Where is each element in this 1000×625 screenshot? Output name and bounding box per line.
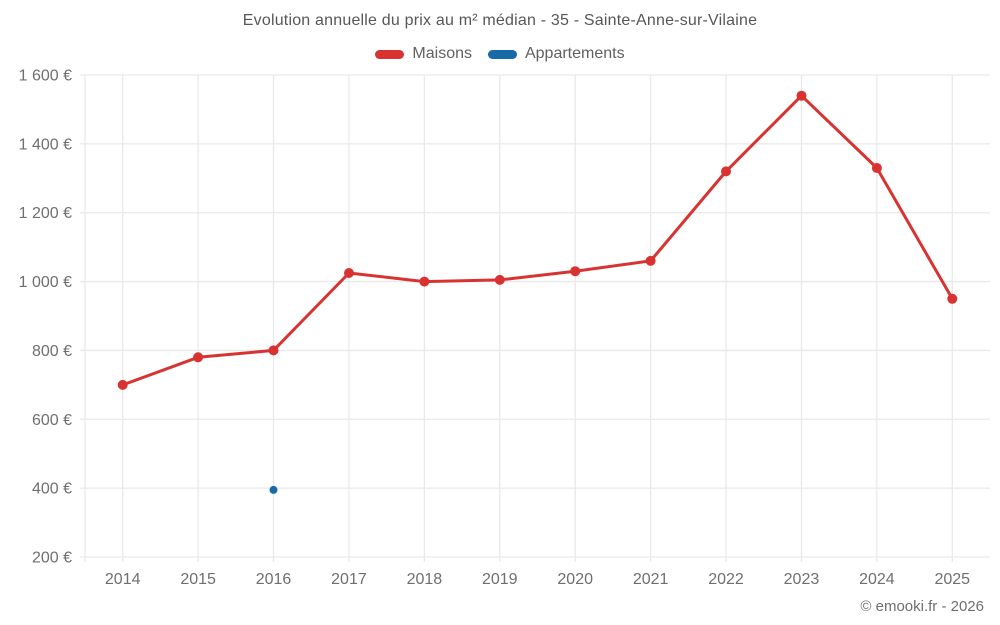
- legend-label-maisons: Maisons: [412, 45, 472, 62]
- data-point-maisons[interactable]: [796, 90, 807, 101]
- x-axis-tick-label: 2023: [784, 571, 820, 588]
- chart-title: Evolution annuelle du prix au m² médian …: [242, 12, 758, 29]
- x-axis-tick-label: 2021: [633, 571, 669, 588]
- x-axis-tick-label: 2024: [859, 571, 895, 588]
- y-axis-tick-label: 1 400 €: [19, 136, 72, 153]
- data-point-maisons[interactable]: [419, 276, 430, 287]
- x-axis-tick-label: 2019: [482, 571, 518, 588]
- series-line-maisons: [121, 94, 954, 387]
- legend: Maisons Appartements: [0, 45, 1000, 63]
- data-point-maisons[interactable]: [645, 255, 656, 266]
- y-axis-tick-label: 1 000 €: [19, 274, 72, 291]
- legend-item-maisons[interactable]: Maisons: [375, 45, 472, 63]
- y-axis-tick-label: 600 €: [32, 412, 72, 429]
- x-axis-tick-label: 2017: [331, 571, 367, 588]
- y-axis-tick-label: 200 €: [32, 550, 72, 567]
- x-axis-tick-label: 2025: [934, 571, 970, 588]
- x-axis-tick-label: 2020: [557, 571, 593, 588]
- legend-label-appartements: Appartements: [524, 45, 625, 62]
- legend-item-appartements[interactable]: Appartements: [487, 45, 625, 63]
- appartements-swatch-icon: [487, 49, 517, 59]
- data-point-maisons[interactable]: [721, 166, 731, 177]
- maisons-swatch-icon: [375, 49, 405, 59]
- data-point-maisons[interactable]: [344, 268, 354, 278]
- x-axis-tick-label: 2014: [105, 571, 141, 588]
- data-point-maisons[interactable]: [494, 274, 505, 285]
- y-axis-tick-label: 800 €: [32, 343, 72, 360]
- watermark: © emooki.fr - 2026: [860, 598, 984, 615]
- x-axis-tick-label: 2015: [180, 571, 216, 588]
- y-axis-tick-label: 1 600 €: [19, 68, 72, 85]
- x-axis-tick-label: 2018: [407, 571, 443, 588]
- x-axis-tick-label: 2022: [708, 571, 744, 588]
- data-point-maisons[interactable]: [117, 379, 128, 390]
- data-point-maisons[interactable]: [871, 163, 882, 173]
- data-point-maisons[interactable]: [570, 266, 581, 277]
- data-point-maisons[interactable]: [947, 293, 958, 304]
- data-point-maisons[interactable]: [193, 352, 204, 363]
- y-axis-tick-label: 400 €: [32, 481, 72, 498]
- y-axis-tick-label: 1 200 €: [19, 205, 72, 222]
- x-axis-tick-label: 2016: [256, 571, 292, 588]
- data-point-appartements[interactable]: [269, 485, 278, 494]
- data-point-maisons[interactable]: [268, 345, 279, 356]
